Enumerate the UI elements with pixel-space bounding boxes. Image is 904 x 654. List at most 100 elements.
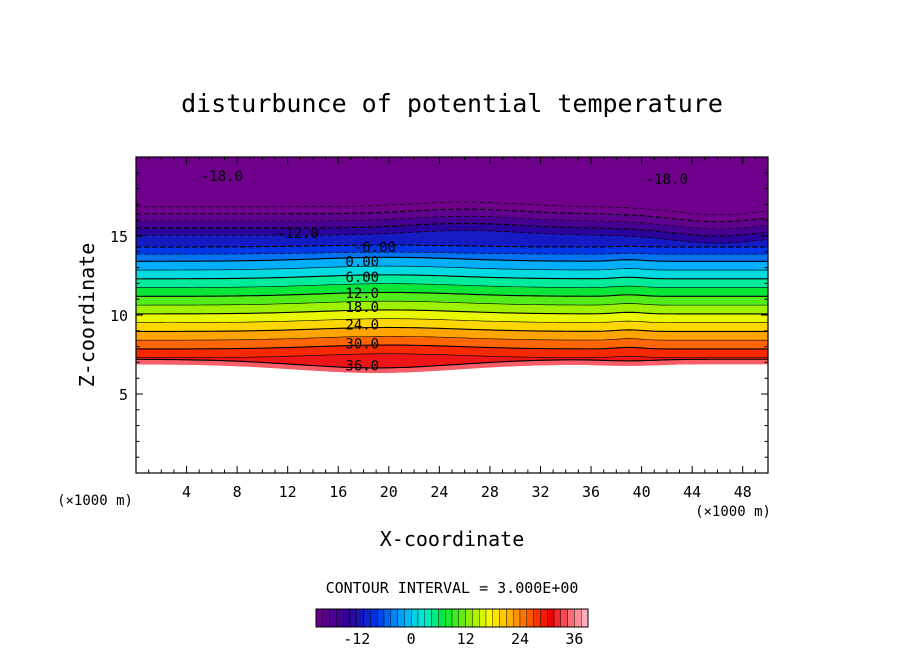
colorbar-cell <box>526 608 534 628</box>
colorbar-tick-label: 12 <box>457 630 475 648</box>
contour-line <box>136 300 768 306</box>
colorbar-cell <box>472 608 480 628</box>
contour-label: -12.0 <box>277 226 319 242</box>
filled-contours <box>136 157 768 373</box>
colorbar-cell <box>397 608 405 628</box>
colorbar-cell <box>513 608 521 628</box>
contour-line <box>136 244 768 248</box>
plot-area: -18.0 -18.0 -12.0 -6.000.006.0012.018.024.0… <box>110 156 769 501</box>
colorbar-tick-label: -12 <box>343 630 370 648</box>
contour-line <box>136 283 768 288</box>
colorbar-cell <box>458 608 466 628</box>
y-unit-label: (×1000 m) <box>57 493 133 509</box>
contour-line <box>136 326 768 332</box>
colorbar-cell <box>567 608 575 628</box>
chart-title: disturbunce of potential temperature <box>181 89 723 118</box>
colorbar-cell <box>438 608 446 628</box>
x-tick-label: 4 <box>182 483 191 501</box>
colorbar-cell <box>315 608 324 628</box>
contour-line <box>136 201 768 215</box>
colorbar-cell <box>479 608 487 628</box>
contour-line <box>136 256 768 262</box>
contour-lines <box>136 201 768 369</box>
colorbar-cell <box>506 608 514 628</box>
colorbar-cell <box>553 608 561 628</box>
colorbar-cell <box>540 608 548 628</box>
colorbar-cell <box>383 608 392 628</box>
colorbar-tick-label: 24 <box>511 630 529 648</box>
colorbar-cell <box>411 608 419 628</box>
colorbar-cell <box>363 608 371 628</box>
x-axis-title: X-coordinate <box>380 527 525 551</box>
x-tick-label: 24 <box>430 483 448 501</box>
colorbar-cell <box>370 608 378 628</box>
colorbar-cell <box>329 608 337 628</box>
contour-interval-label: CONTOUR INTERVAL = 3.000E+00 <box>326 579 579 597</box>
colorbar-cell <box>356 608 364 628</box>
x-tick-label: 48 <box>734 483 752 501</box>
colorbar-cell <box>390 608 398 628</box>
colorbar-cell <box>431 608 439 628</box>
contour-line <box>136 309 768 315</box>
contour-label: -6.00 <box>354 240 396 256</box>
y-tick-label: 10 <box>110 307 128 325</box>
colorbar-cell <box>574 608 582 628</box>
x-tick-label: 20 <box>380 483 398 501</box>
contour-line <box>136 215 768 230</box>
contour-label: 36.0 <box>345 359 379 375</box>
contour-label: 6.00 <box>345 270 379 286</box>
contour-line <box>136 230 768 244</box>
colorbar: -12 0 12 24 36 <box>315 608 589 648</box>
colorbar-tick-label: 0 <box>407 630 416 648</box>
x-tick-labels: 4 8 12 16 20 24 28 32 36 40 44 48 <box>182 483 752 501</box>
x-tick-label: 44 <box>683 483 701 501</box>
colorbar-cell <box>533 608 541 628</box>
colorbar-cell <box>404 608 412 628</box>
x-tick-label: 36 <box>582 483 600 501</box>
colorbar-cell <box>560 608 568 628</box>
x-tick-label: 16 <box>329 483 347 501</box>
colorbar-cell <box>349 608 358 628</box>
contour-line <box>136 318 768 323</box>
contour-line <box>136 222 768 237</box>
y-tick-label: 5 <box>119 386 128 404</box>
contour-label: 0.00 <box>345 254 379 270</box>
contour-label: -18.0 <box>201 169 243 185</box>
colorbar-cell <box>485 608 494 628</box>
y-tick-label: 15 <box>110 228 128 246</box>
colorbar-cell <box>499 608 507 628</box>
colorbar-cell <box>424 608 432 628</box>
contour-line <box>136 251 768 255</box>
contour-label: 24.0 <box>345 317 379 333</box>
contour-label: 18.0 <box>345 300 379 316</box>
colorbar-tick-label: 36 <box>565 630 583 648</box>
contour-line <box>136 208 768 223</box>
colorbar-cell <box>465 608 473 628</box>
contour-label: -18.0 <box>646 172 688 188</box>
colorbar-cell <box>492 608 500 628</box>
y-axis-title: Z-coordinate <box>75 243 99 388</box>
contour-labels: -18.0 -18.0 -12.0 -6.000.006.0012.018.024.0… <box>201 169 688 375</box>
contour-line <box>136 353 768 359</box>
x-tick-label: 32 <box>531 483 549 501</box>
colorbar-cell <box>336 608 344 628</box>
x-tick-label: 40 <box>633 483 651 501</box>
colorbar-cell <box>581 608 589 628</box>
colorbar-cell <box>547 608 555 628</box>
contour-line <box>136 265 768 271</box>
colorbar-cell <box>377 608 385 628</box>
colorbar-cell <box>322 608 330 628</box>
contour-line <box>136 274 768 280</box>
colorbar-cell <box>451 608 460 628</box>
colorbar-tick-labels: -12 0 12 24 36 <box>343 630 583 648</box>
x-tick-label: 28 <box>481 483 499 501</box>
y-tick-labels: 5 10 15 <box>110 228 128 404</box>
colorbar-cell <box>343 608 351 628</box>
contour-line <box>136 291 768 297</box>
colorbar-cell <box>519 608 527 628</box>
x-unit-label: (×1000 m) <box>695 504 771 520</box>
contour-label: 30.0 <box>345 336 379 352</box>
colorbar-cell <box>417 608 426 628</box>
contour-line <box>136 344 768 350</box>
